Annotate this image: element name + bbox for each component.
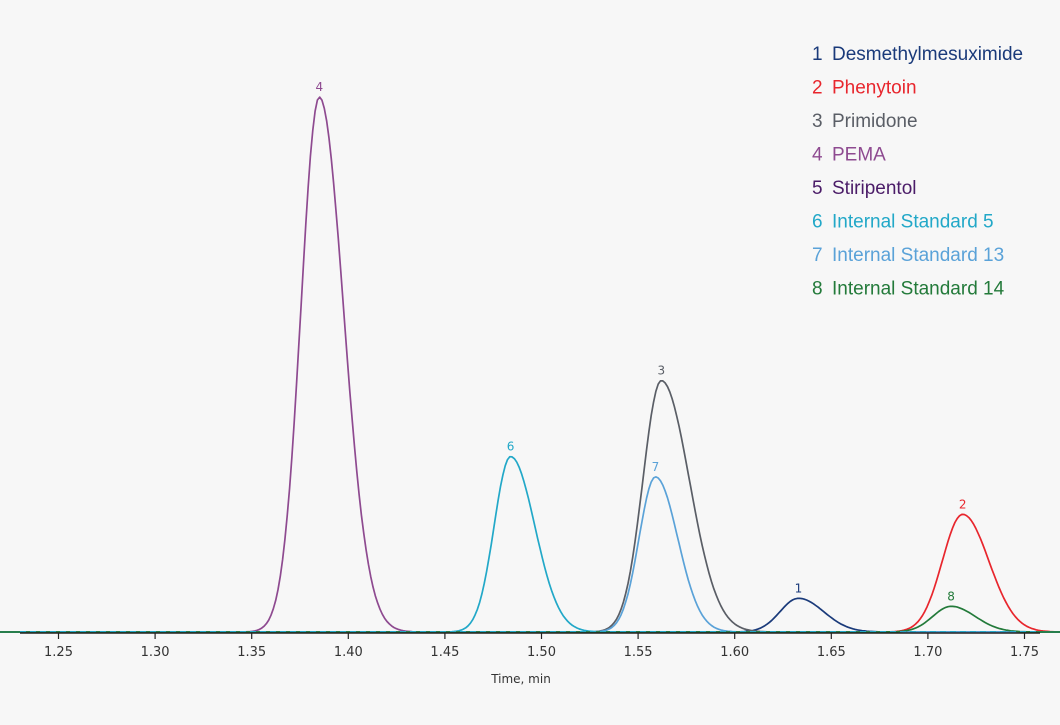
legend-label: PEMA: [832, 145, 886, 166]
peak-label-6: 6: [507, 440, 515, 454]
x-tick-label: 1.60: [720, 645, 749, 660]
legend-number: 6: [812, 212, 823, 233]
x-tick-label: 1.30: [141, 645, 170, 660]
peak-labels-group: 1 2 3 4 5 6 7 8: [315, 80, 967, 603]
peak-label-2: 2: [959, 497, 967, 511]
legend-label: Primidone: [832, 111, 918, 132]
peak-label-7: 7: [652, 460, 660, 474]
peak-label-3: 3: [657, 364, 665, 378]
x-tick-label: 1.35: [237, 645, 266, 660]
legend-number: 5: [812, 178, 823, 199]
series-line-6: [0, 455, 1060, 633]
x-tick-label: 1.40: [334, 645, 363, 660]
curves-group: [0, 96, 1060, 633]
legend-item-6: 6 Internal Standard 5: [812, 212, 994, 233]
legend-item-2: 2 Phenytoin: [812, 78, 917, 99]
x-tick-label: 1.45: [430, 645, 459, 660]
legend-label: Internal Standard 5: [832, 212, 994, 233]
x-tick-label: 1.75: [1010, 645, 1039, 660]
legend-number: 2: [812, 78, 823, 99]
legend-label: Internal Standard 13: [832, 245, 1004, 266]
legend-item-1: 1 Desmethylmesuximide: [812, 44, 1023, 65]
legend-number: 1: [812, 44, 823, 65]
legend-label: Desmethylmesuximide: [832, 44, 1023, 65]
series-line-5: [0, 631, 1060, 633]
series-line-8: [0, 605, 1060, 633]
legend-item-8: 8 Internal Standard 14: [812, 279, 1005, 300]
legend-number: 8: [812, 279, 823, 300]
peak-label-8: 8: [947, 589, 955, 603]
legend-item-4: 4 PEMA: [812, 145, 886, 166]
legend-label: Phenytoin: [832, 78, 917, 99]
series-line-2: [0, 513, 1060, 633]
x-tick-label: 1.70: [913, 645, 942, 660]
legend-item-3: 3 Primidone: [812, 111, 918, 132]
legend-item-5: 5 Stiripentol: [812, 178, 917, 199]
peak-label-1: 1: [795, 581, 803, 595]
legend-number: 7: [812, 245, 823, 266]
x-axis-title: Time, min: [490, 672, 551, 686]
legend-label: Internal Standard 14: [832, 279, 1005, 300]
x-tick-label: 1.55: [624, 645, 653, 660]
x-tick-label: 1.65: [817, 645, 846, 660]
x-tick-label: 1.50: [527, 645, 556, 660]
legend: 1 Desmethylmesuximide 2 Phenytoin 3 Primidone…: [812, 44, 1023, 300]
peak-label-4: 4: [315, 80, 323, 94]
legend-item-7: 7 Internal Standard 13: [812, 245, 1004, 266]
x-tick-label: 1.25: [44, 645, 73, 660]
legend-number: 3: [812, 111, 823, 132]
series-line-7: [0, 476, 1060, 633]
legend-number: 4: [812, 145, 823, 166]
series-line-1: [0, 597, 1060, 633]
x-ticks-group: 1.25 1.30 1.35 1.40 1.45 1.50 1.55 1.60 1.65 1.70…: [44, 633, 1039, 660]
legend-label: Stiripentol: [832, 178, 917, 199]
